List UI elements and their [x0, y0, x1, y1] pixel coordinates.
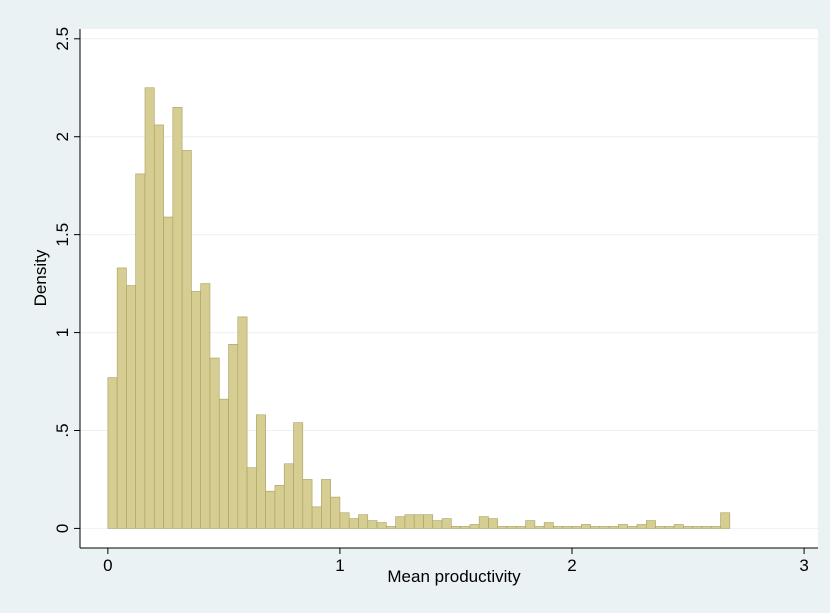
x-tick-label: 3: [799, 556, 808, 575]
bar: [441, 518, 452, 529]
y-tick-label: 1.5: [53, 223, 72, 247]
y-axis-label: Density: [31, 249, 50, 306]
bar: [404, 514, 415, 529]
bar: [478, 516, 489, 529]
bar: [256, 414, 266, 529]
bar: [293, 422, 304, 529]
bar: [395, 516, 406, 529]
bar: [692, 526, 703, 529]
bar: [283, 463, 294, 529]
bar: [460, 526, 471, 529]
bar: [144, 87, 155, 529]
bar: [497, 526, 508, 529]
bar: [181, 150, 192, 529]
bar: [200, 283, 211, 529]
bar: [218, 398, 229, 529]
bar: [274, 485, 285, 529]
y-tick-label: 2: [53, 132, 72, 141]
bar: [367, 520, 378, 529]
bar: [107, 377, 118, 529]
x-tick-label: 1: [335, 556, 344, 575]
bar: [710, 526, 721, 529]
bar: [664, 526, 675, 529]
bar: [376, 522, 387, 529]
bar: [525, 520, 536, 529]
y-tick-label: .5: [53, 423, 72, 437]
bar: [246, 467, 257, 529]
bar: [516, 526, 526, 529]
bar: [701, 526, 712, 529]
bar: [302, 479, 313, 529]
bar: [645, 520, 656, 529]
bar: [153, 124, 164, 529]
bar: [618, 524, 628, 529]
bar: [608, 526, 619, 529]
bar: [562, 526, 573, 529]
bar: [386, 526, 396, 529]
bar: [228, 344, 239, 529]
x-tick-label: 2: [567, 556, 576, 575]
bar: [683, 526, 693, 529]
bar: [209, 357, 220, 529]
bar: [172, 107, 183, 529]
bar: [636, 524, 647, 529]
bar: [506, 526, 517, 529]
bar: [126, 285, 136, 529]
x-axis-label: Mean productivity: [387, 567, 521, 586]
bar: [627, 526, 638, 529]
bar: [163, 216, 174, 529]
bar: [265, 490, 276, 529]
bar: [655, 526, 666, 529]
bar: [469, 524, 480, 529]
x-tick-label: 0: [103, 556, 112, 575]
bar: [339, 512, 350, 529]
y-tick-label: 1: [53, 328, 72, 337]
bar: [191, 291, 201, 529]
bar: [237, 316, 248, 529]
bar: [413, 514, 424, 529]
bar: [488, 518, 499, 529]
bar: [571, 526, 582, 529]
bar: [534, 526, 545, 529]
bar: [590, 526, 601, 529]
bar: [580, 524, 591, 529]
bar: [135, 173, 146, 529]
bar: [116, 267, 127, 529]
bar: [432, 520, 443, 529]
y-tick-label: 0: [53, 524, 72, 533]
bar: [599, 526, 610, 529]
bar: [673, 524, 684, 529]
bar: [451, 526, 461, 529]
y-tick-label: 2.5: [53, 27, 72, 51]
bar: [423, 514, 434, 529]
bar: [553, 526, 564, 529]
bar: [321, 479, 331, 529]
bar: [358, 514, 369, 529]
bar: [543, 522, 554, 529]
bar: [720, 512, 731, 529]
bar: [348, 518, 359, 529]
bar: [330, 496, 341, 529]
bar: [311, 506, 322, 529]
